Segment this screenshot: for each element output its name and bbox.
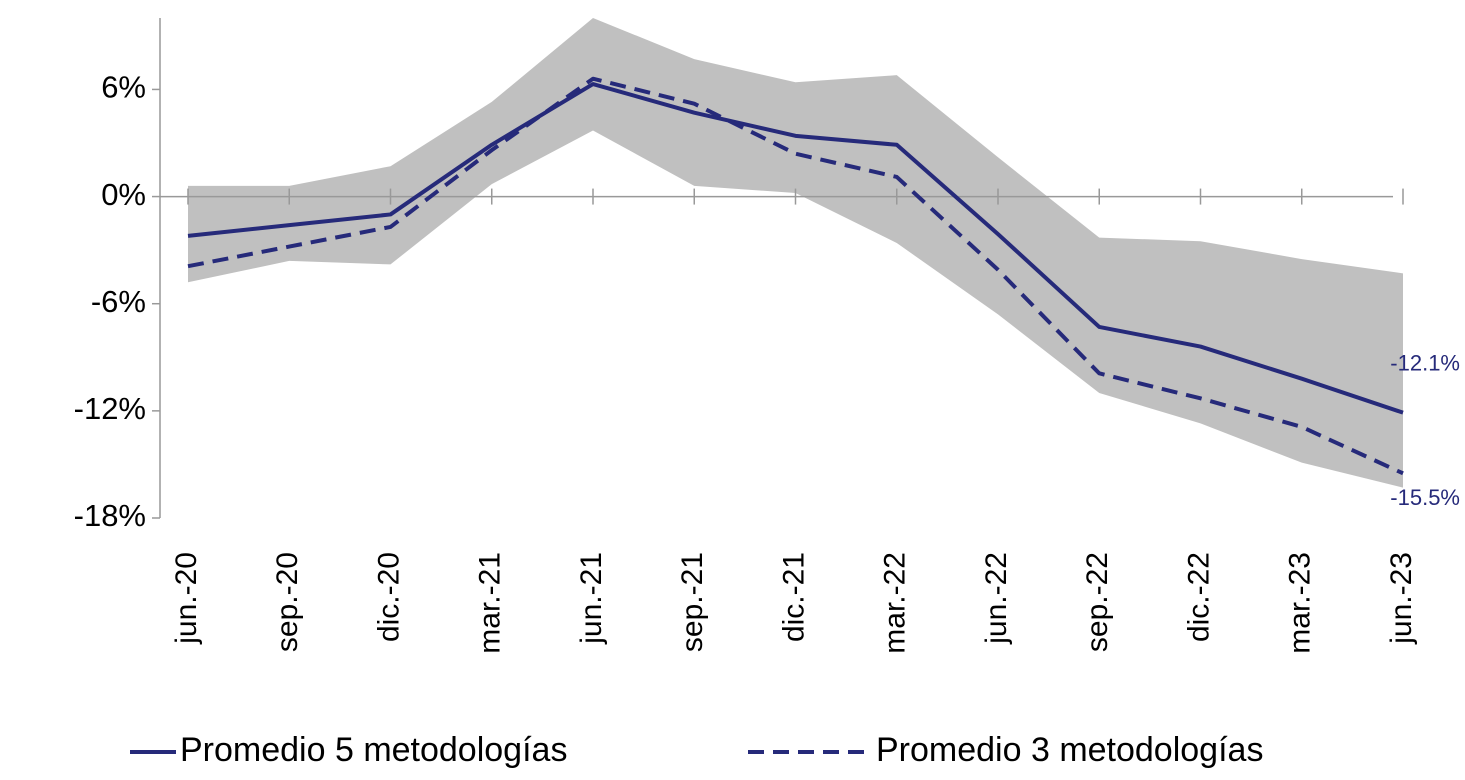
y-tick-label: 6% — [101, 70, 146, 105]
data-label: -15.5% — [1390, 485, 1460, 510]
x-tick-label: jun.-22 — [980, 552, 1013, 645]
x-tick-label: jun.-20 — [170, 552, 203, 645]
x-tick-label: sep.-21 — [676, 552, 709, 652]
range-band — [188, 18, 1403, 488]
series-line — [187, 82, 1404, 415]
data-label: -12.1% — [1390, 350, 1460, 375]
x-tick-label: jun.-23 — [1385, 552, 1418, 645]
y-tick-label: -12% — [74, 391, 146, 426]
x-tick-label: mar.-23 — [1284, 552, 1317, 654]
x-tick-label: dic.-20 — [372, 552, 405, 642]
x-tick-label: jun.-21 — [575, 552, 608, 645]
legend-label: Promedio 3 metodologías — [876, 731, 1263, 769]
x-tick-label: mar.-22 — [879, 552, 912, 654]
y-tick-label: -6% — [91, 284, 146, 319]
x-tick-label: sep.-20 — [271, 552, 304, 652]
series-line — [187, 76, 1404, 476]
y-tick-label: -18% — [74, 498, 146, 533]
x-tick-label: mar.-21 — [474, 552, 507, 654]
x-tick-label: dic.-22 — [1182, 552, 1215, 642]
legend-label: Promedio 5 metodologías — [180, 731, 567, 769]
y-tick-label: 0% — [101, 177, 146, 212]
x-tick-label: sep.-22 — [1081, 552, 1114, 652]
x-tick-label: dic.-21 — [777, 552, 810, 642]
